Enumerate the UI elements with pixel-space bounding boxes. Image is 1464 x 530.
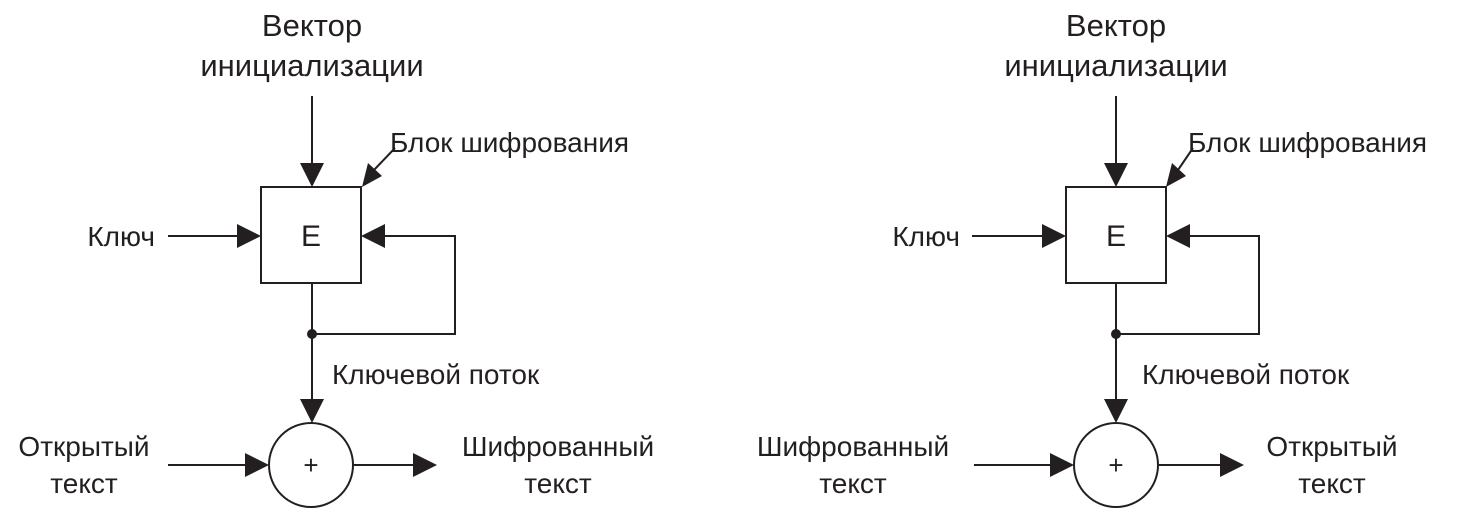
iv-arrow-head <box>300 163 324 187</box>
output-label-line1: Шифрованный <box>462 431 654 462</box>
keystream-label: Ключевой поток <box>1142 359 1350 390</box>
iv-arrow-head <box>1104 163 1128 187</box>
output-label-line2: текст <box>1298 468 1366 499</box>
iv-label-line1: Вектор <box>262 8 362 43</box>
key-arrow-head <box>237 224 261 248</box>
iv-label-line2: инициализации <box>200 48 423 83</box>
block-letter: E <box>1106 220 1126 253</box>
input-label-line2: текст <box>819 468 887 499</box>
output-label-line2: текст <box>524 468 592 499</box>
block-pointer-head <box>1166 163 1186 187</box>
block-letter: E <box>301 220 321 253</box>
output-arrow-head <box>1220 453 1244 477</box>
input-arrow-head <box>1050 453 1074 477</box>
key-label: Ключ <box>87 221 155 252</box>
key-arrow-head <box>1042 224 1066 248</box>
keystream-arrow-head <box>300 399 324 423</box>
feedback-arrow-head <box>361 224 385 248</box>
block-label: Блок шифрования <box>390 127 629 158</box>
input-arrow-head <box>245 453 269 477</box>
xor-symbol: + <box>303 450 318 480</box>
xor-symbol: + <box>1108 450 1123 480</box>
output-label-line1: Открытый <box>1266 431 1397 462</box>
iv-label-line2: инициализации <box>1004 48 1227 83</box>
feedback-loop-line <box>1116 235 1260 335</box>
input-label-line2: текст <box>50 468 118 499</box>
input-label-line1: Шифрованный <box>757 431 949 462</box>
block-label: Блок шифрования <box>1188 127 1427 158</box>
feedback-loop-line <box>312 235 456 335</box>
encryption-diagram: Вектор инициализации Блок шифрования E К… <box>18 8 654 508</box>
key-label: Ключ <box>892 221 960 252</box>
output-arrow-head <box>413 453 437 477</box>
block-pointer-line <box>373 147 396 171</box>
iv-label-line1: Вектор <box>1066 8 1166 43</box>
feedback-arrow-head <box>1166 224 1190 248</box>
decryption-diagram: Вектор инициализации Блок шифрования E К… <box>757 8 1427 508</box>
block-pointer-head <box>362 163 382 187</box>
block-pointer-line <box>1177 147 1194 171</box>
keystream-label: Ключевой поток <box>332 359 540 390</box>
input-label-line1: Открытый <box>18 431 149 462</box>
keystream-arrow-head <box>1104 399 1128 423</box>
